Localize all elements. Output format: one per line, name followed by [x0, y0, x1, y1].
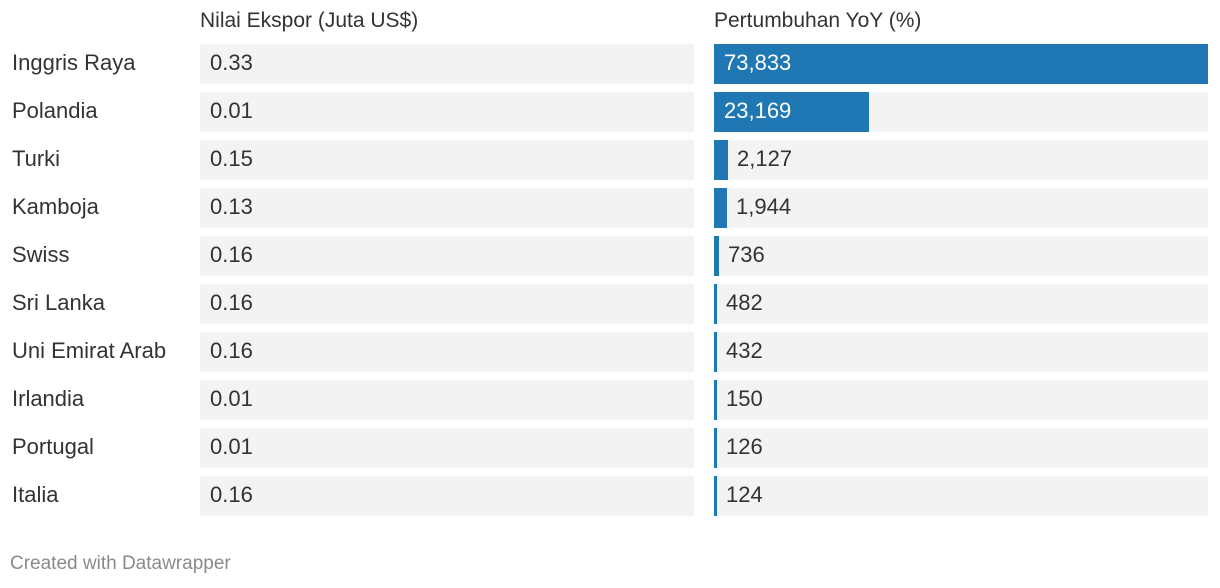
growth-cell: 23,169: [714, 92, 1208, 132]
growth-value: 2,127: [737, 146, 793, 171]
growth-cell: 2,127: [714, 140, 1208, 180]
growth-bar: [714, 332, 717, 372]
country-label: Irlandia: [12, 386, 85, 411]
ekspor-value: 0.01: [210, 98, 253, 123]
growth-bar: [714, 236, 719, 276]
ekspor-value: 0.16: [210, 242, 253, 267]
growth-value: 124: [726, 482, 763, 507]
growth-bar: [714, 476, 717, 516]
country-label: Polandia: [12, 98, 98, 123]
ekspor-cell: 0.16: [200, 284, 694, 324]
table-row: Inggris Raya 0.33 73,833: [0, 44, 1220, 84]
growth-cell: 124: [714, 476, 1208, 516]
table-row: Irlandia 0.01 150: [0, 380, 1220, 420]
growth-cell: 736: [714, 236, 1208, 276]
table-row: Turki 0.15 2,127: [0, 140, 1220, 180]
ekspor-cell: 0.01: [200, 380, 694, 420]
country-label: Portugal: [12, 434, 94, 459]
growth-value: 432: [726, 338, 763, 363]
country-label: Swiss: [12, 242, 70, 267]
growth-bar: [714, 44, 1208, 84]
growth-bar: [714, 428, 717, 468]
growth-value: 150: [726, 386, 763, 411]
growth-cell: 150: [714, 380, 1208, 420]
ekspor-value: 0.01: [210, 434, 253, 459]
ekspor-value: 0.16: [210, 482, 253, 507]
ekspor-cell: 0.16: [200, 332, 694, 372]
growth-value: 126: [726, 434, 763, 459]
growth-bar: [714, 284, 717, 324]
growth-bar: [714, 140, 728, 180]
datawrapper-credit[interactable]: Created with Datawrapper: [10, 553, 231, 574]
ekspor-value: 0.33: [210, 50, 253, 75]
ekspor-cell: 0.16: [200, 476, 694, 516]
country-label: Sri Lanka: [12, 290, 105, 315]
table-row: Kamboja 0.13 1,944: [0, 188, 1220, 228]
column-header-ekspor: Nilai Ekspor (Juta US$): [200, 9, 419, 32]
growth-bar: [714, 92, 869, 132]
growth-value: 1,944: [736, 194, 792, 219]
country-label: Kamboja: [12, 194, 99, 219]
ekspor-value: 0.16: [210, 338, 253, 363]
table-row: Polandia 0.01 23,169: [0, 92, 1220, 132]
table-row: Uni Emirat Arab 0.16 432: [0, 332, 1220, 372]
country-label: Inggris Raya: [12, 50, 136, 75]
country-label: Italia: [12, 482, 59, 507]
table-row: Portugal 0.01 126: [0, 428, 1220, 468]
growth-cell: 432: [714, 332, 1208, 372]
column-header-growth: Pertumbuhan YoY (%): [714, 9, 922, 32]
growth-cell: 126: [714, 428, 1208, 468]
ekspor-cell: 0.16: [200, 236, 694, 276]
growth-cell: 1,944: [714, 188, 1208, 228]
table-row: Swiss 0.16 736: [0, 236, 1220, 276]
ekspor-cell: 0.15: [200, 140, 694, 180]
country-label: Uni Emirat Arab: [12, 338, 167, 363]
growth-value: 736: [728, 242, 765, 267]
ekspor-value: 0.15: [210, 146, 253, 171]
ekspor-cell: 0.13: [200, 188, 694, 228]
ekspor-cell: 0.01: [200, 428, 694, 468]
growth-value: 23,169: [724, 98, 792, 123]
ekspor-cell: 0.33: [200, 44, 694, 84]
growth-bar: [714, 188, 727, 228]
table-row: Italia 0.16 124: [0, 476, 1220, 516]
table-row: Sri Lanka 0.16 482: [0, 284, 1220, 324]
growth-value: 482: [726, 290, 763, 315]
ekspor-cell: 0.01: [200, 92, 694, 132]
ekspor-value: 0.13: [210, 194, 253, 219]
ekspor-value: 0.01: [210, 386, 253, 411]
table-body: Inggris Raya 0.33 73,833 Polandia 0.01 23,169…: [0, 44, 1220, 524]
growth-bar: [714, 380, 717, 420]
growth-value: 73,833: [724, 50, 792, 75]
growth-cell: 73,833: [714, 44, 1208, 84]
ekspor-value: 0.16: [210, 290, 253, 315]
growth-cell: 482: [714, 284, 1208, 324]
country-label: Turki: [12, 146, 61, 171]
